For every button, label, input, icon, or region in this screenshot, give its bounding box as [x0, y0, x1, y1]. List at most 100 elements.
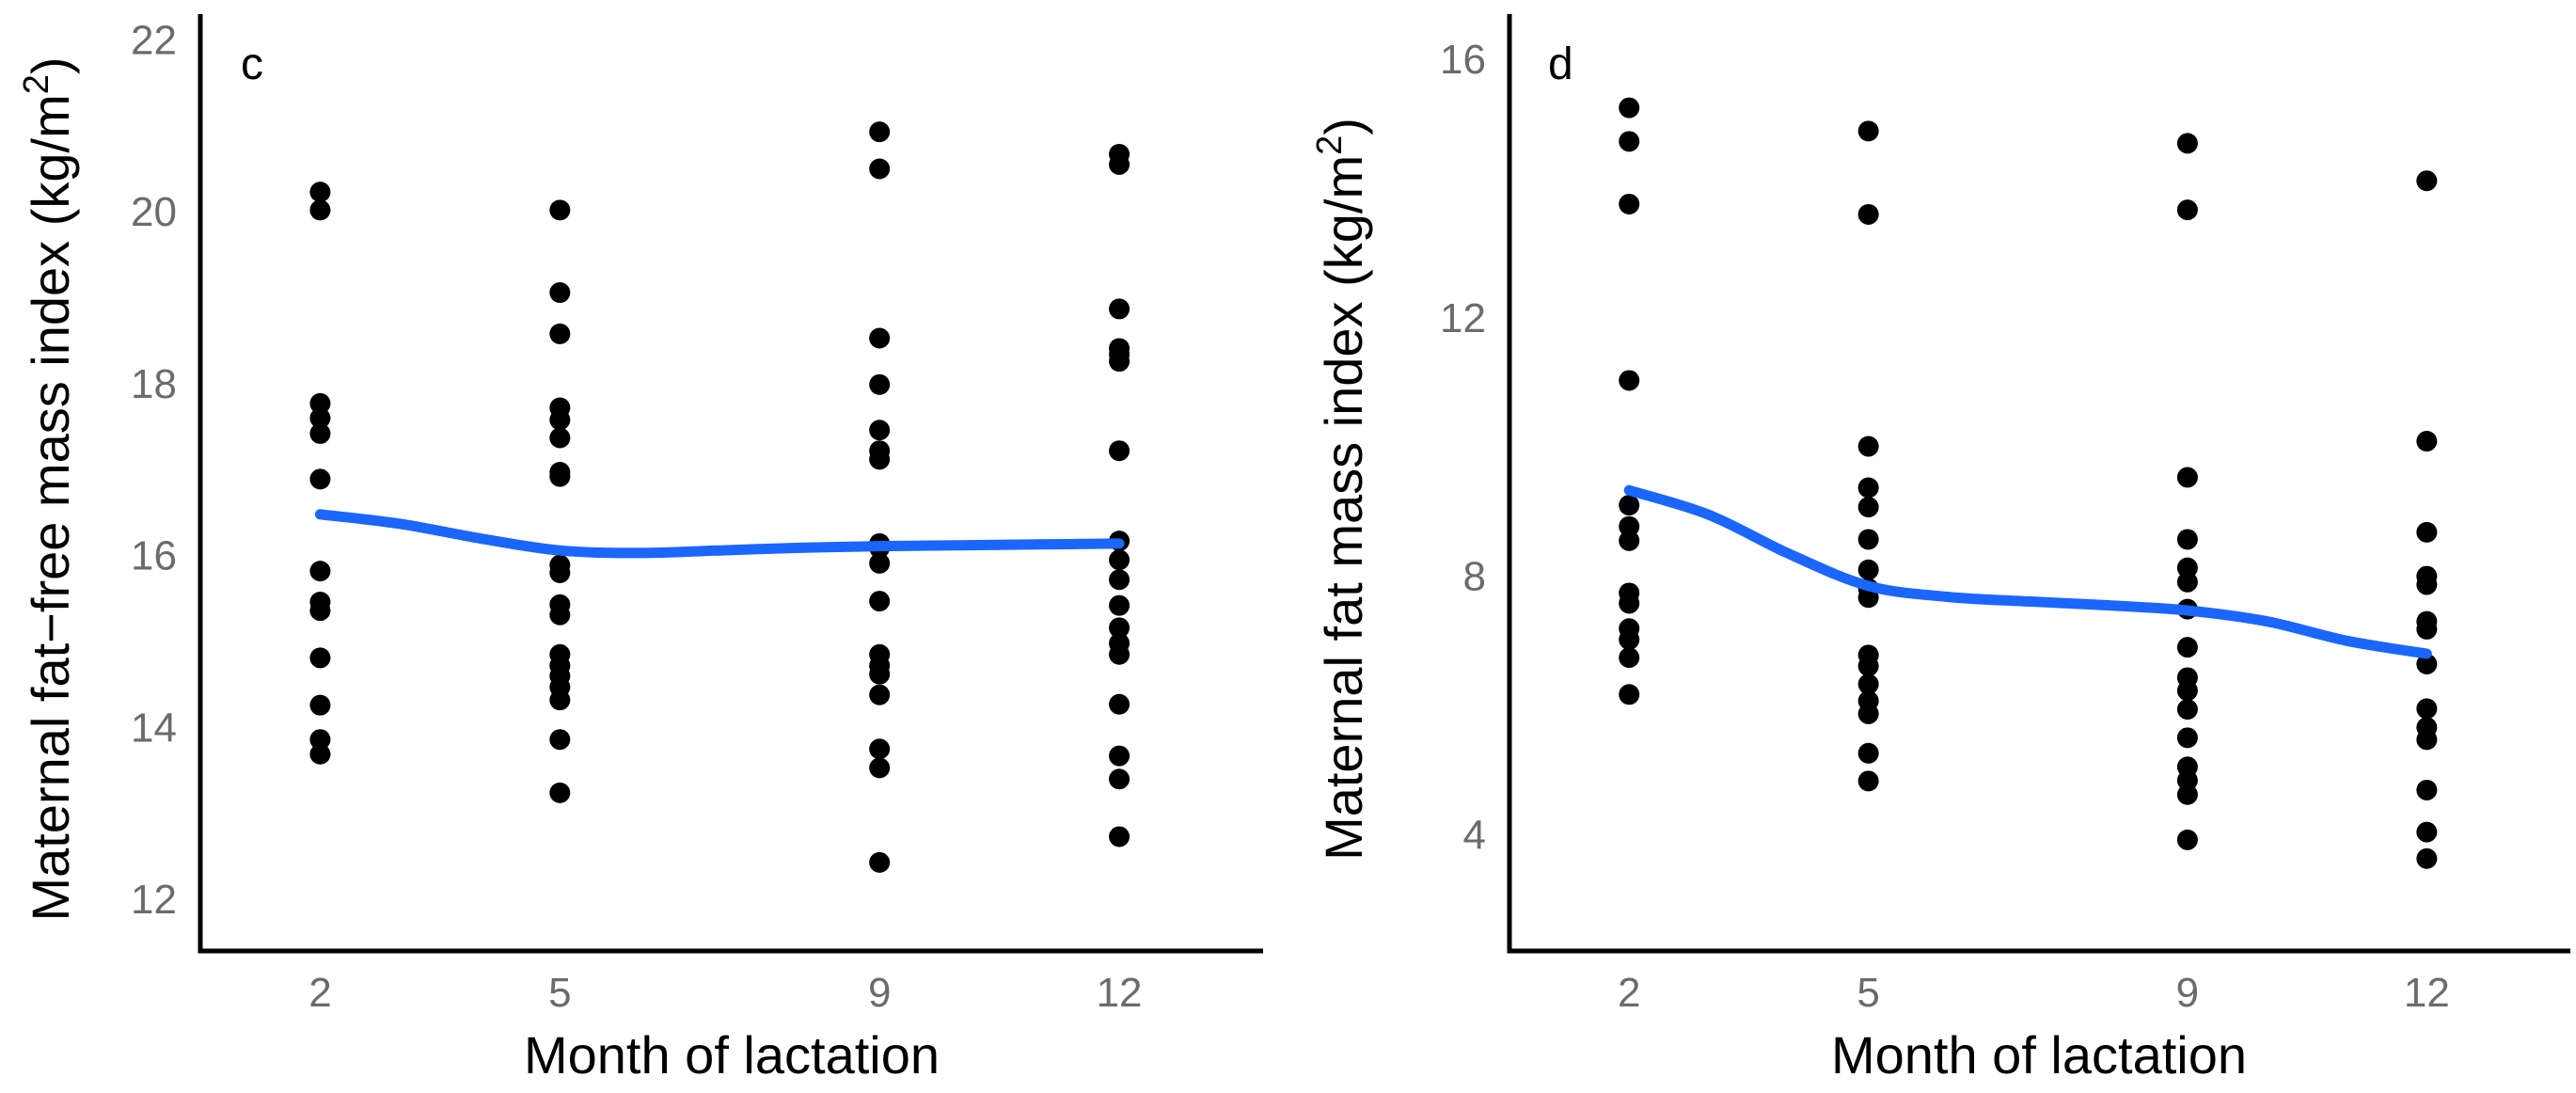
y-axis-title-d-close: ): [1314, 118, 1373, 135]
panel-label-d: d: [1548, 40, 1573, 89]
data-point-d-m12-12: [2416, 821, 2438, 843]
data-point-d-m2-4: [1619, 495, 1640, 516]
axis-lines-c: [198, 14, 1263, 954]
y-tick-label-d-12: 12: [1440, 295, 1486, 341]
x-axis-title-c: Month of lactation: [524, 1025, 940, 1085]
data-point-d-m5-6: [1857, 559, 1879, 580]
data-point-d-m5-1: [1857, 203, 1879, 225]
data-point-c-m2-0: [309, 182, 331, 203]
data-point-c-m12-17: [1109, 826, 1130, 847]
y-tick-label-c-22: 22: [131, 17, 177, 63]
data-point-c-m9-4: [869, 420, 891, 441]
axis-lines-d: [1507, 14, 2570, 954]
data-point-d-m12-10: [2416, 729, 2438, 751]
data-point-c-m2-5: [309, 468, 331, 490]
y-tick-label-d-4: 4: [1463, 812, 1486, 858]
data-point-c-m9-15: [869, 738, 891, 760]
data-point-c-m5-1: [549, 282, 571, 304]
data-point-d-m2-1: [1619, 131, 1640, 152]
x-ticks-c: 2 5 9 12: [308, 970, 1142, 1016]
y-ticks-c: 12 14 16 18 20 22: [131, 17, 177, 923]
y-axis-title-c: Maternal fat−free mass index (kg/m2): [17, 56, 80, 921]
data-point-c-m2-11: [309, 729, 331, 751]
data-point-c-m9-14: [869, 684, 891, 705]
data-point-d-m9-9: [2176, 680, 2198, 702]
data-point-d-m5-5: [1857, 529, 1879, 550]
data-point-d-m2-10: [1619, 628, 1640, 650]
data-point-c-m12-13: [1109, 643, 1130, 665]
data-point-d-m9-11: [2176, 727, 2198, 749]
x-tick-label-c-9: 9: [868, 970, 891, 1016]
x-tick-label-c-12: 12: [1097, 970, 1143, 1016]
data-point-d-m12-0: [2416, 170, 2438, 192]
data-point-d-m9-14: [2176, 784, 2198, 805]
data-point-d-m2-6: [1619, 530, 1640, 551]
data-point-d-m5-11: [1857, 673, 1879, 695]
x-tick-label-d-12: 12: [2404, 970, 2450, 1016]
data-point-c-m9-2: [869, 327, 891, 349]
y-tick-label-c-18: 18: [131, 361, 177, 407]
data-point-d-m9-4: [2176, 557, 2198, 578]
data-point-d-m9-2: [2176, 467, 2198, 488]
points-d: [1619, 97, 2438, 869]
x-tick-label-c-2: 2: [308, 970, 331, 1016]
data-point-c-m5-5: [549, 427, 571, 449]
data-point-c-m2-9: [309, 647, 331, 669]
x-axis-title-d: Month of lactation: [1831, 1025, 2247, 1085]
smooth-line-c: [314, 509, 1125, 559]
y-tick-label-d-8: 8: [1463, 554, 1486, 600]
data-point-c-m9-9: [869, 552, 891, 574]
data-point-c-m2-6: [309, 561, 331, 582]
data-point-d-m9-0: [2176, 133, 2198, 154]
data-point-d-m2-5: [1619, 515, 1640, 537]
data-point-c-m2-2: [309, 392, 331, 414]
data-point-d-m5-3: [1857, 477, 1879, 499]
data-point-c-m2-3: [309, 407, 331, 429]
data-point-c-m12-9: [1109, 569, 1130, 591]
data-point-c-m9-0: [869, 121, 891, 143]
data-point-d-m12-6: [2416, 618, 2438, 640]
data-point-d-m2-0: [1619, 97, 1640, 119]
data-point-c-m2-1: [309, 199, 331, 221]
data-point-d-m12-7: [2416, 654, 2438, 675]
x-tick-label-d-2: 2: [1618, 970, 1640, 1016]
data-point-d-m5-14: [1857, 742, 1879, 764]
data-point-c-m5-4: [549, 409, 571, 431]
data-point-c-m12-15: [1109, 745, 1130, 767]
data-point-c-m12-16: [1109, 768, 1130, 790]
y-tick-label-c-16: 16: [131, 533, 177, 579]
data-point-d-m12-13: [2416, 847, 2438, 869]
data-point-c-m2-4: [309, 422, 331, 444]
data-point-d-m5-15: [1857, 770, 1879, 792]
data-point-c-m5-11: [549, 604, 571, 626]
x-tick-label-c-5: 5: [548, 970, 571, 1016]
data-point-d-m9-7: [2176, 637, 2198, 658]
data-point-d-m9-10: [2176, 699, 2198, 721]
data-point-d-m9-13: [2176, 769, 2198, 791]
data-point-c-m12-2: [1109, 298, 1130, 320]
data-point-c-m12-10: [1109, 594, 1130, 616]
data-point-d-m5-10: [1857, 656, 1879, 677]
data-point-c-m5-0: [549, 199, 571, 221]
y-tick-label-d-16: 16: [1440, 37, 1486, 83]
data-point-c-m2-12: [309, 743, 331, 765]
data-point-d-m9-5: [2176, 571, 2198, 593]
data-point-c-m12-5: [1109, 351, 1130, 372]
y-axis-title-c-main: Maternal fat−free mass index (kg/m: [21, 94, 80, 921]
data-point-c-m12-1: [1109, 153, 1130, 175]
data-point-c-m5-7: [549, 466, 571, 487]
y-axis-title-c-sup: 2: [17, 74, 56, 94]
panel-label-c: c: [241, 40, 263, 89]
data-point-d-m12-1: [2416, 431, 2438, 452]
data-point-d-m12-2: [2416, 521, 2438, 543]
data-point-c-m2-10: [309, 694, 331, 716]
data-point-c-m5-17: [549, 729, 571, 751]
y-axis-title-d-sup: 2: [1310, 135, 1350, 155]
data-point-c-m9-10: [869, 591, 891, 612]
data-point-c-m9-3: [869, 373, 891, 395]
data-point-c-m12-6: [1109, 440, 1130, 462]
data-point-c-m12-14: [1109, 693, 1130, 715]
data-point-c-m12-8: [1109, 549, 1130, 571]
data-point-c-m5-9: [549, 562, 571, 583]
